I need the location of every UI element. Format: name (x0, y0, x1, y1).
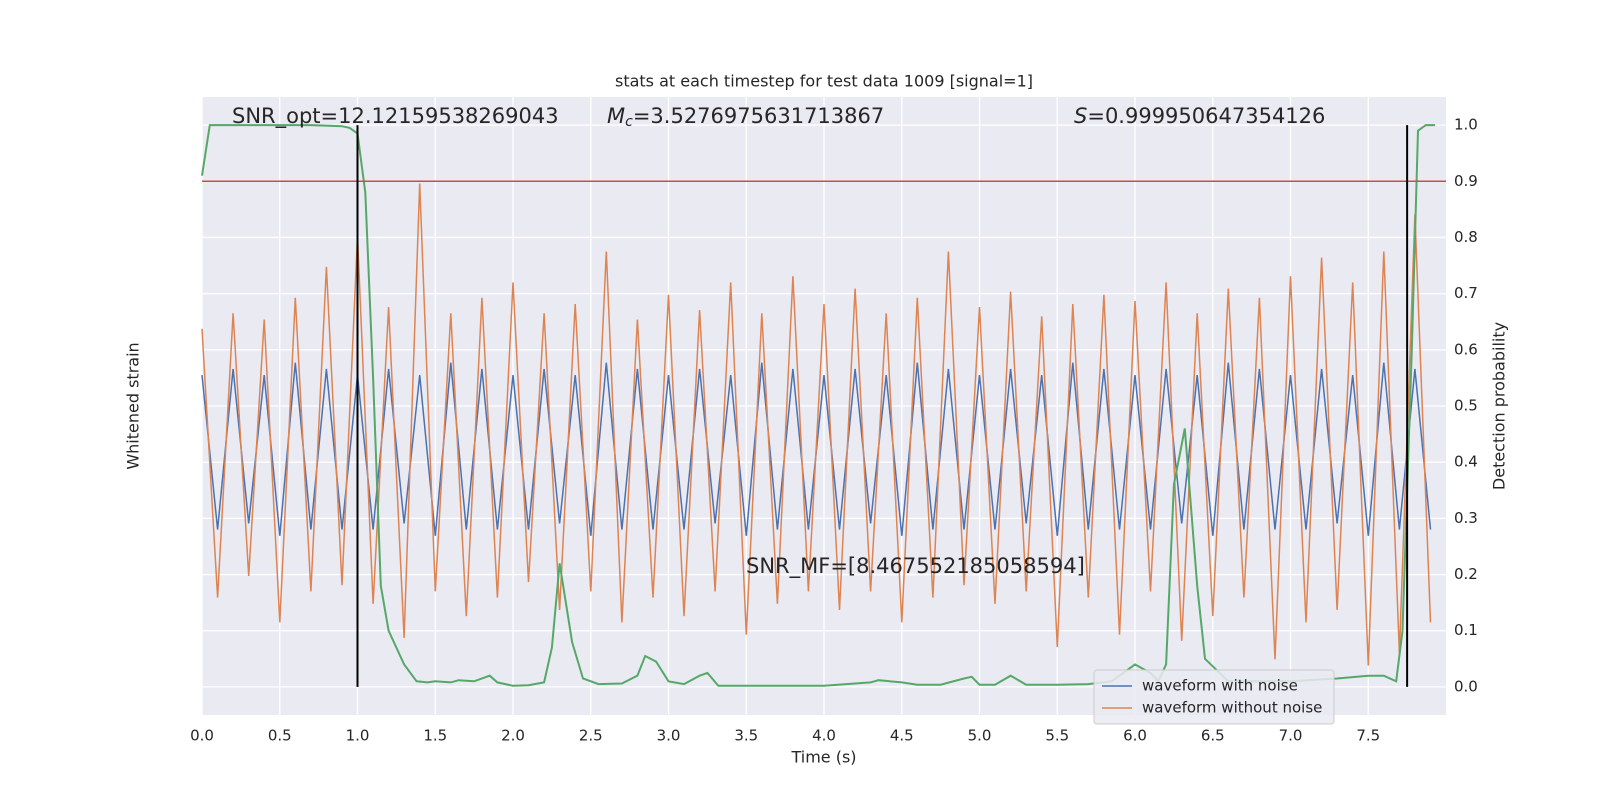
annotation: SNR_MF=[8.467552185058594] (746, 554, 1085, 579)
x-tick-label: 7.5 (1356, 727, 1380, 745)
x-tick-label: 2.5 (579, 727, 603, 745)
x-tick-label: 5.0 (968, 727, 992, 745)
x-tick-label: 6.0 (1123, 727, 1147, 745)
annotation-text: SNR_opt=12.12159538269043 (232, 104, 559, 129)
x-tick-label: 1.0 (346, 727, 370, 745)
series-line (201, 183, 1432, 666)
y2-tick-label: 0.1 (1454, 621, 1478, 639)
x-tick-label: 2.0 (501, 727, 525, 745)
x-tick-label: 0.0 (190, 727, 214, 745)
y2-tick-label: 0.3 (1454, 509, 1478, 527)
legend-box (1093, 669, 1335, 725)
series-line (201, 124, 1436, 687)
annotation-subscript: c (625, 114, 633, 130)
x-tick-label: 7.0 (1279, 727, 1303, 745)
legend-label: waveform without noise (1142, 699, 1322, 717)
x-tick-label: 4.5 (890, 727, 914, 745)
annotation: S=0.999950647354126 (1074, 104, 1325, 128)
marks (201, 124, 1446, 687)
legend-label: waveform with noise (1142, 677, 1298, 695)
x-tick-label: 1.5 (423, 727, 447, 745)
y-axis-label: Whitened strain (124, 342, 143, 469)
y2-tick-label: 0.6 (1454, 340, 1478, 358)
y2-tick-label: 0.0 (1454, 677, 1478, 695)
x-tick-label: 4.0 (812, 727, 836, 745)
annotation-text: SNR_MF=[8.467552185058594] (746, 554, 1085, 579)
x-tick-label: 0.5 (268, 727, 292, 745)
y2-tick-label: 0.9 (1454, 172, 1478, 190)
y2-tick-label: 0.8 (1454, 228, 1478, 246)
y2-tick-label: 1.0 (1454, 116, 1478, 134)
y2-tick-label: 0.7 (1454, 284, 1478, 302)
y2-tick-label: 0.2 (1454, 565, 1478, 583)
chart-title: stats at each timestep for test data 100… (615, 72, 1033, 91)
x-tick-label: 5.5 (1045, 727, 1069, 745)
y2-tick-label: 0.5 (1454, 397, 1478, 415)
annotation-text: =3.5276975631713867 (633, 104, 884, 128)
y2-axis-label: Detection probability (1490, 322, 1509, 490)
x-tick-label: 3.0 (657, 727, 681, 745)
x-tick-label: 3.5 (734, 727, 758, 745)
x-tick-label: 6.5 (1201, 727, 1225, 745)
annotation: Mc=3.5276975631713867 (607, 104, 884, 130)
annotation-symbol: S (1074, 104, 1087, 128)
y2-tick-label: 0.4 (1454, 453, 1478, 471)
annotation-text: =0.999950647354126 (1087, 104, 1325, 128)
annotation-symbol: M (607, 104, 625, 128)
annotation: SNR_opt=12.12159538269043 (232, 104, 559, 129)
x-axis-label: Time (s) (790, 748, 856, 767)
labels: 0.0 0.5 1.0 1.5 2.0 2.5 3.0 3.5 4.0 4.5 5.0 5.5 6.0 6… (190, 104, 1478, 745)
